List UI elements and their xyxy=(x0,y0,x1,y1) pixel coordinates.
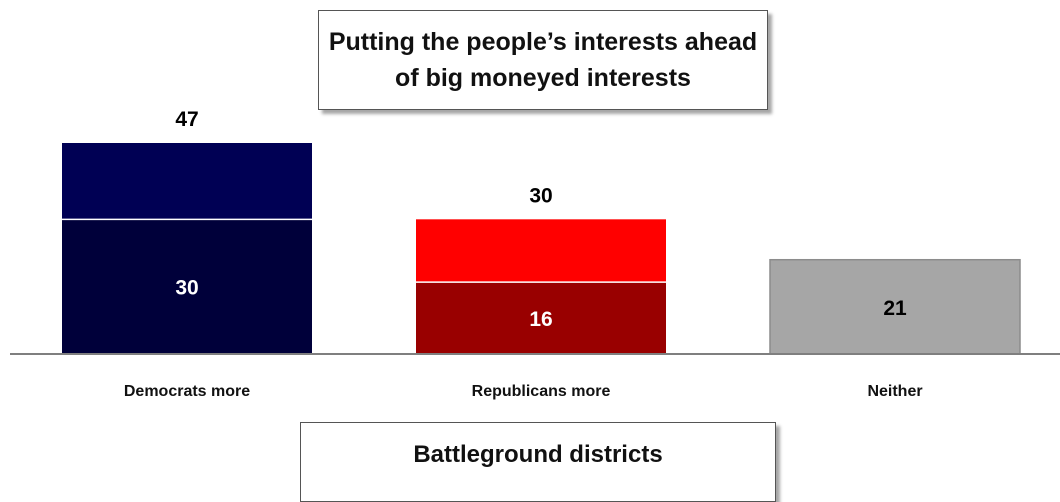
chart-title: Putting the people’s interests ahead of … xyxy=(328,28,758,92)
data-label-democrats-more-inner: 30 xyxy=(175,277,198,300)
footer-label: Battleground districts xyxy=(413,441,663,468)
chart-title-box: Putting the people’s interests ahead of … xyxy=(318,10,768,110)
bar-neither-total xyxy=(769,258,1021,355)
data-label-republicans-more-inner: 16 xyxy=(529,308,552,331)
category-label-republicans-more: Republicans more xyxy=(472,383,611,400)
category-label-democrats-more: Democrats more xyxy=(124,383,250,400)
footer-box: Battleground districts xyxy=(300,422,776,502)
bar-democrats-more-inner xyxy=(62,219,312,354)
data-label-neither: 21 xyxy=(883,297,907,320)
category-label-neither: Neither xyxy=(867,383,922,400)
data-label-republicans-more-total: 30 xyxy=(529,184,552,207)
data-label-democrats-more-total: 47 xyxy=(175,108,198,131)
bar-republicans-more-inner xyxy=(416,282,666,354)
